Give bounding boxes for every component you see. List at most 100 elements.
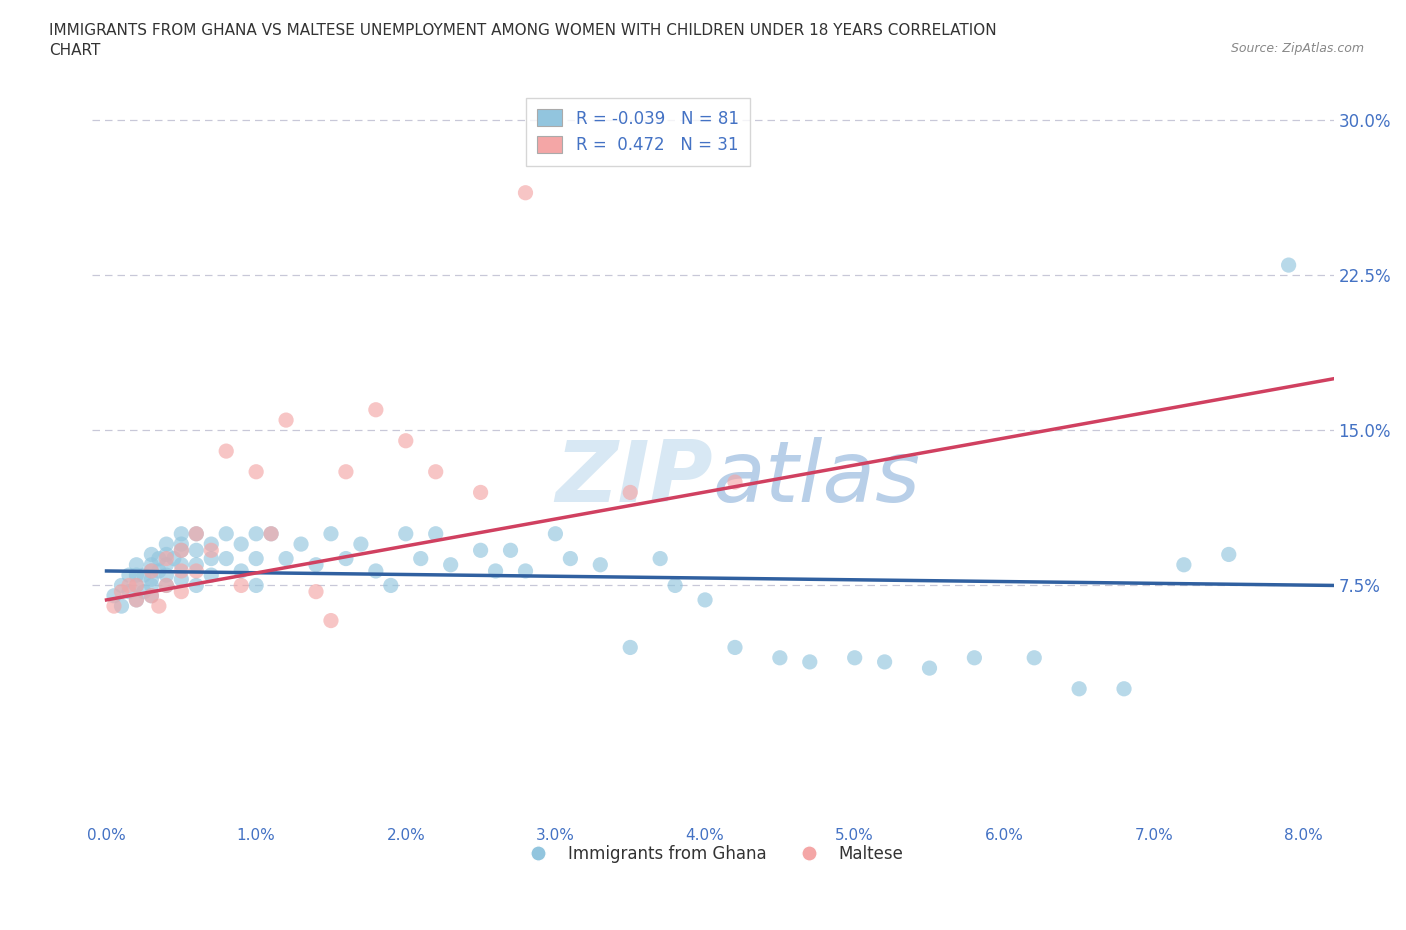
Point [200, 551, 222, 566]
Text: Source: ZipAtlas.com: Source: ZipAtlas.com [1230, 42, 1364, 55]
Point [364, 564, 387, 578]
Point [440, 557, 463, 572]
Point [231, 578, 253, 593]
Point [305, 584, 328, 599]
Point [148, 564, 170, 578]
Point [186, 526, 208, 541]
Point [799, 655, 821, 670]
Point [186, 526, 208, 541]
Point [350, 537, 373, 551]
Point [409, 551, 432, 566]
Point [155, 551, 177, 566]
Point [118, 578, 141, 593]
Point [484, 564, 506, 578]
Point [1069, 682, 1091, 697]
Point [260, 526, 283, 541]
Point [425, 464, 447, 479]
Point [215, 551, 238, 566]
Point [103, 589, 125, 604]
Point [619, 640, 641, 655]
Point [132, 584, 155, 599]
Point [148, 551, 170, 566]
Point [125, 578, 148, 593]
Point [125, 578, 148, 593]
Point [215, 444, 238, 458]
Point [395, 526, 418, 541]
Point [186, 564, 208, 578]
Point [118, 567, 141, 582]
Text: ZIP: ZIP [555, 437, 713, 520]
Point [170, 584, 193, 599]
Point [110, 584, 132, 599]
Point [335, 464, 357, 479]
Point [170, 557, 193, 572]
Point [274, 551, 297, 566]
Point [425, 526, 447, 541]
Point [245, 551, 267, 566]
Point [245, 578, 267, 593]
Point [215, 526, 238, 541]
Point [380, 578, 402, 593]
Text: atlas: atlas [713, 437, 921, 520]
Point [170, 543, 193, 558]
Point [319, 613, 342, 628]
Point [364, 403, 387, 418]
Point [274, 413, 297, 428]
Point [125, 592, 148, 607]
Point [589, 557, 612, 572]
Point [103, 599, 125, 614]
Point [963, 650, 986, 665]
Point [619, 485, 641, 499]
Point [515, 564, 537, 578]
Point [724, 640, 747, 655]
Point [132, 567, 155, 582]
Point [231, 564, 253, 578]
Point [155, 547, 177, 562]
Point [873, 655, 896, 670]
Point [1112, 682, 1135, 697]
Point [110, 599, 132, 614]
Point [155, 557, 177, 572]
Point [664, 578, 686, 593]
Point [186, 578, 208, 593]
Point [769, 650, 792, 665]
Point [231, 537, 253, 551]
Point [125, 592, 148, 607]
Point [141, 557, 163, 572]
Point [155, 567, 177, 582]
Point [560, 551, 582, 566]
Point [650, 551, 672, 566]
Point [844, 650, 866, 665]
Point [170, 572, 193, 587]
Point [1278, 258, 1301, 272]
Point [544, 526, 567, 541]
Point [170, 526, 193, 541]
Point [918, 660, 941, 675]
Point [186, 557, 208, 572]
Point [118, 584, 141, 599]
Point [290, 537, 312, 551]
Point [170, 537, 193, 551]
Point [200, 537, 222, 551]
Legend: Immigrants from Ghana, Maltese: Immigrants from Ghana, Maltese [515, 839, 910, 870]
Point [319, 526, 342, 541]
Point [515, 185, 537, 200]
Point [470, 543, 492, 558]
Point [141, 547, 163, 562]
Point [395, 433, 418, 448]
Point [141, 589, 163, 604]
Point [470, 485, 492, 499]
Point [125, 557, 148, 572]
Point [200, 567, 222, 582]
Y-axis label: Unemployment Among Women with Children Under 18 years: Unemployment Among Women with Children U… [0, 222, 7, 690]
Point [200, 543, 222, 558]
Point [148, 599, 170, 614]
Point [125, 567, 148, 582]
Point [141, 564, 163, 578]
Point [1218, 547, 1240, 562]
Point [245, 526, 267, 541]
Point [141, 572, 163, 587]
Point [1024, 650, 1046, 665]
Point [170, 543, 193, 558]
Point [170, 564, 193, 578]
